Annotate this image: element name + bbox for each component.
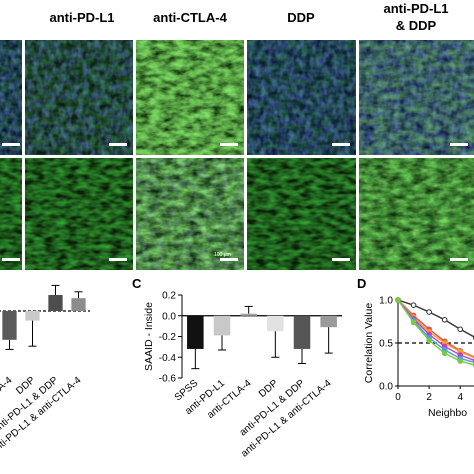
micrograph-texture-b-r1-c4 — [247, 40, 356, 155]
series-point-6 — [457, 358, 464, 364]
y-tick-label: 0.2 — [162, 291, 176, 302]
micrograph-texture-b-r2-c5 — [359, 158, 474, 270]
scale-bar-r2-c4 — [332, 258, 350, 261]
micrograph-texture-b-r2-c1 — [0, 158, 22, 270]
bar — [240, 313, 257, 316]
series-line-3 — [397, 299, 474, 359]
y-tick-label: 0.0 — [162, 311, 176, 322]
bar — [71, 298, 86, 311]
micrograph-texture-b-r1-c3 — [136, 40, 244, 155]
micrograph-grid: 100 μm — [0, 40, 474, 270]
series-line-1 — [397, 299, 474, 338]
chart-panel-d: 0.0 0.5 1.0 0 2 4 Correlation Value Neighbo — [363, 296, 474, 419]
y-axis-label: SAAID - Inside — [143, 302, 155, 371]
column-header-anti-ctla-4: anti-CTLA-4 — [153, 10, 227, 25]
micrograph-texture-b-r1-c1 — [0, 40, 22, 155]
series-point-1 — [410, 302, 417, 308]
category-label: TLA-4 — [0, 375, 15, 401]
bar — [267, 315, 284, 332]
micrograph-texture-b-r1-c2 — [25, 40, 133, 155]
bar — [213, 315, 231, 336]
y-tick-label: -0.2 — [159, 332, 177, 343]
bar — [293, 315, 311, 349]
bar — [2, 311, 17, 340]
scale-bar-label: 100 μm — [214, 252, 231, 258]
scale-bar-r1-c5 — [450, 143, 468, 146]
series-point-6 — [441, 350, 448, 357]
y-tick-label: 1.0 — [379, 296, 393, 307]
x-axis-label: Neighbo — [428, 407, 467, 419]
bar — [187, 315, 204, 349]
scale-bar-r1-c2 — [109, 143, 127, 146]
y-tick-label: -0.6 — [159, 374, 177, 385]
bar — [25, 311, 40, 321]
scale-bar-r1-c1 — [2, 143, 20, 146]
series-point-6 — [426, 337, 432, 344]
panel-label-d: D — [357, 276, 366, 291]
series-point-6 — [395, 297, 401, 303]
scale-bar-r2-c5 — [450, 258, 468, 261]
x-tick-label: 4 — [457, 392, 463, 403]
scale-bar-r2-c3 — [220, 258, 238, 261]
bar — [48, 295, 63, 311]
column-header-anti-pd-l1: anti-PD-L1 — [50, 10, 115, 25]
y-tick-label: 0.5 — [379, 339, 393, 350]
series-point-1 — [426, 309, 432, 315]
scale-bar-r2-c1 — [2, 258, 20, 261]
bar — [320, 315, 337, 328]
chart-panel-c: 0.20.0-0.2-0.4-0.6SPSSanti-PD-L1anti-CTL… — [143, 291, 342, 460]
y-tick-label: -0.4 — [159, 353, 177, 364]
micrograph-texture-b-r1-c5 — [359, 40, 474, 155]
column-header-combo-line1: anti-PD-L1 — [384, 1, 449, 16]
micrograph-texture-b-r2-c2 — [25, 158, 133, 270]
panel-label-c: C — [132, 276, 142, 291]
y-axis-label: Correlation Value — [363, 303, 375, 384]
x-tick-label: 0 — [395, 392, 401, 403]
scale-bar-r1-c4 — [332, 143, 350, 146]
scale-bar-r2-c2 — [109, 258, 127, 261]
micrograph-texture-b-r2-c4 — [247, 158, 356, 270]
scale-bar-r1-c3 — [220, 143, 238, 146]
series-point-1 — [441, 316, 448, 323]
y-tick-label: 0.0 — [379, 382, 393, 393]
column-header-combo-line2: & DDP — [396, 18, 437, 33]
series-point-1 — [457, 326, 464, 333]
micrograph-texture-b-r2-c3 — [136, 158, 244, 270]
series-point-6 — [410, 319, 417, 326]
x-tick-label: 2 — [426, 392, 432, 403]
column-header-ddp: DDP — [287, 10, 315, 25]
